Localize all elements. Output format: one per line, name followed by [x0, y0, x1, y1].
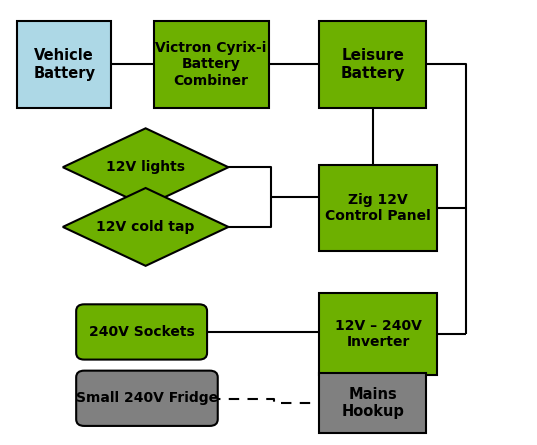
- Polygon shape: [63, 188, 228, 266]
- Bar: [320, 165, 437, 251]
- Text: 12V cold tap: 12V cold tap: [97, 220, 195, 234]
- Text: Vehicle
Battery: Vehicle Battery: [33, 48, 95, 81]
- Text: Leisure
Battery: Leisure Battery: [340, 48, 405, 81]
- Text: 12V lights: 12V lights: [106, 160, 185, 174]
- Bar: [320, 373, 426, 433]
- Bar: [17, 21, 111, 108]
- Text: Small 240V Fridge: Small 240V Fridge: [76, 391, 218, 405]
- Polygon shape: [63, 128, 228, 206]
- Text: 12V – 240V
Inverter: 12V – 240V Inverter: [335, 319, 422, 349]
- Bar: [154, 21, 268, 108]
- FancyBboxPatch shape: [76, 304, 207, 360]
- Text: Zig 12V
Control Panel: Zig 12V Control Panel: [325, 193, 431, 223]
- Bar: [320, 21, 426, 108]
- Text: Mains
Hookup: Mains Hookup: [341, 387, 404, 419]
- Text: 240V Sockets: 240V Sockets: [89, 325, 194, 339]
- Bar: [320, 293, 437, 375]
- Text: Victron Cyrix-i
Battery
Combiner: Victron Cyrix-i Battery Combiner: [155, 41, 267, 88]
- FancyBboxPatch shape: [76, 371, 217, 426]
